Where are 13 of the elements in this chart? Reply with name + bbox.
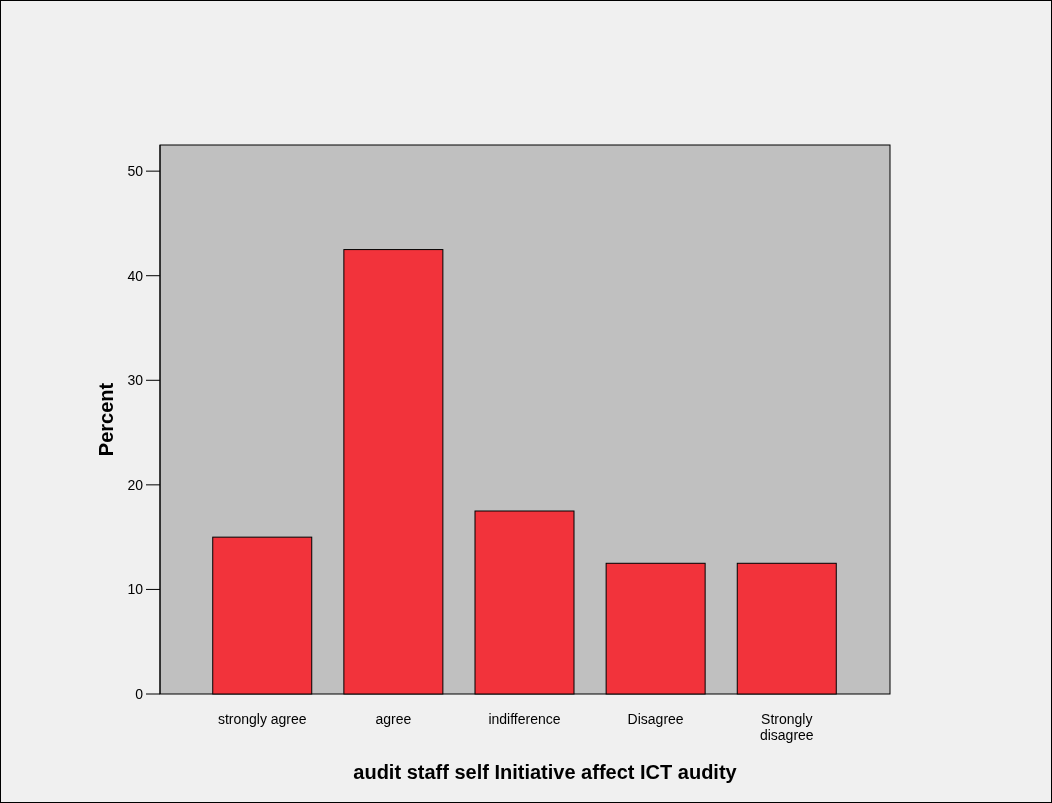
y-tick-label: 50 (127, 163, 144, 180)
x-tick-label: strongly agree (217, 711, 307, 727)
y-tick-label: 10 (127, 581, 144, 598)
x-axis-title: audit staff self Initiative affect ICT audity (353, 761, 738, 783)
x-tick-label: Strongly disagree (759, 711, 814, 743)
x-tick-label: agree (375, 711, 412, 727)
x-tick-label: indifference (488, 711, 561, 727)
y-tick-label: 20 (127, 476, 144, 493)
y-tick-label: 0 (135, 685, 144, 702)
x-tick-label: Disagree (627, 711, 684, 727)
y-tick-label: 30 (127, 372, 144, 389)
y-tick-label: 40 (127, 267, 144, 284)
y-axis-title: Percent (95, 382, 117, 457)
